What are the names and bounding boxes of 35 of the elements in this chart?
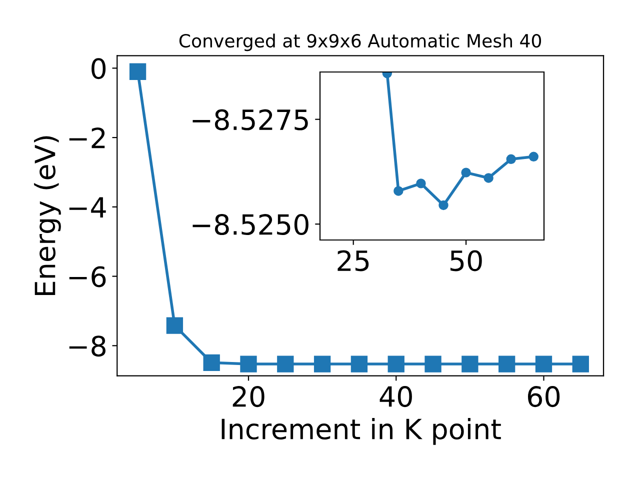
x-tick-label: 20 [232,386,264,408]
point [535,356,552,372]
x-axis-title: Increment in K point [222,418,501,445]
y-tick-label: −8.5250 [192,214,308,236]
point [240,356,257,372]
point [572,356,589,372]
point [506,154,516,164]
point [461,168,471,178]
point [438,200,448,210]
y-tick-label: −2 [69,127,105,148]
y-tick-label: −8.5275 [192,109,308,130]
point [203,354,220,371]
x-tick-label: 40 [380,386,412,408]
point [424,356,442,372]
y-tick-label: −4 [69,197,106,218]
point [416,178,426,188]
point [166,317,184,334]
x-tick-label: 60 [528,386,560,408]
point [350,356,368,372]
point [388,356,404,372]
point [484,173,494,183]
point [498,356,516,372]
y-tick-label: −6 [69,266,106,288]
x-tick-label: 50 [450,250,482,272]
y-tick-label: 0 [92,58,106,80]
point [129,63,146,80]
point [462,356,478,372]
y-axis-title: Energy (eV) [34,136,61,295]
x-tick-label: 25 [338,250,369,272]
point [314,356,331,372]
point [277,356,294,372]
point [528,152,538,162]
y-tick-label: −8 [69,336,106,357]
point [394,186,404,196]
chart-title: Converged at 9x9x6 Automatic Mesh 40 [179,34,542,52]
